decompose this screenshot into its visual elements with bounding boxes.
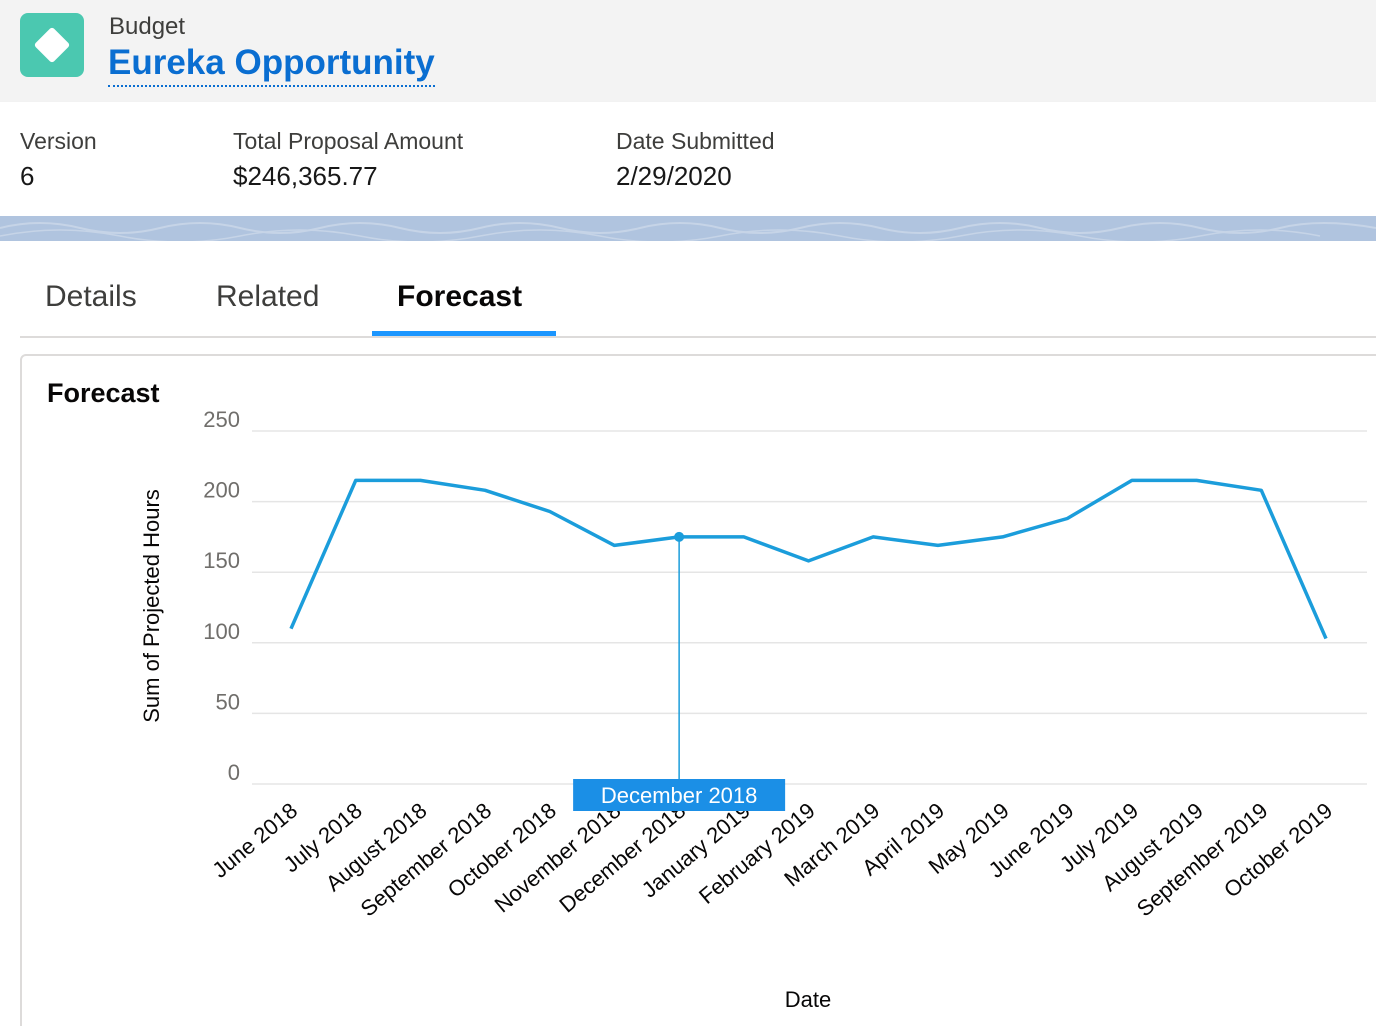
data-point[interactable] (348, 472, 364, 488)
diamond-icon (33, 26, 71, 64)
data-point[interactable] (542, 503, 558, 519)
forecast-line-chart: 0 50 100 150 200 250 Sum of Projected Hours Dat… (139, 407, 1367, 1012)
data-point[interactable] (1318, 631, 1334, 647)
tab-forecast[interactable]: Forecast (397, 280, 523, 313)
highlighted-point[interactable] (674, 531, 685, 542)
budget-object-icon (20, 13, 84, 77)
highlight-label: Date Submitted (616, 128, 775, 154)
data-point[interactable] (1253, 482, 1269, 498)
highlight-label: Total Proposal Amount (233, 128, 464, 154)
highlights-panel: Version 6 Total Proposal Amount $246,365… (0, 102, 1376, 216)
tab-related[interactable]: Related (216, 280, 320, 313)
y-axis-label: Sum of Projected Hours (139, 489, 164, 723)
highlight-value: 2/29/2020 (616, 161, 732, 191)
data-point[interactable] (995, 529, 1011, 545)
object-label: Budget (109, 13, 186, 40)
highlight-total-proposal-amount: Total Proposal Amount $246,365.77 (233, 128, 463, 192)
highlight-value: $246,365.77 (233, 161, 378, 191)
y-tick-label: 0 (228, 760, 240, 785)
data-point[interactable] (736, 529, 752, 545)
y-tick-label: 200 (203, 478, 240, 503)
data-point[interactable] (930, 537, 946, 553)
data-point[interactable] (477, 482, 493, 498)
highlight-label: Version (20, 128, 97, 154)
data-point[interactable] (1059, 511, 1075, 527)
y-tick-label: 150 (203, 548, 240, 573)
y-tick-label: 100 (203, 619, 240, 644)
highlight-date-submitted: Date Submitted 2/29/2020 (616, 128, 775, 192)
decorative-band (0, 216, 1376, 243)
y-tick-label: 50 (216, 689, 240, 714)
data-point[interactable] (1189, 472, 1205, 488)
card-title: Forecast (47, 378, 160, 408)
data-point[interactable] (1124, 472, 1140, 488)
data-point[interactable] (865, 529, 881, 545)
record-tabs: Details Related Forecast (20, 262, 1376, 338)
series-line[interactable] (289, 478, 1328, 640)
record-title-link[interactable]: Eureka Opportunity (108, 42, 435, 87)
data-point[interactable] (606, 537, 622, 553)
tab-details[interactable]: Details (45, 280, 137, 313)
wave-pattern (0, 222, 1376, 243)
forecast-card: Forecast 0 50 100 150 200 250 Sum of Projected… (20, 354, 1376, 1026)
y-tick-label: 250 (203, 407, 240, 432)
x-hover-tooltip-label: December 2018 (601, 783, 758, 808)
record-header: Budget Eureka Opportunity (0, 0, 1376, 102)
x-hover-tooltip (573, 779, 786, 811)
data-point[interactable] (412, 472, 428, 488)
highlight-value: 6 (20, 161, 35, 191)
highlight-version: Version 6 (20, 128, 97, 192)
x-axis-label: Date (785, 987, 831, 1012)
data-point[interactable] (801, 553, 817, 569)
active-tab-indicator (372, 331, 556, 336)
data-point[interactable] (283, 621, 299, 637)
